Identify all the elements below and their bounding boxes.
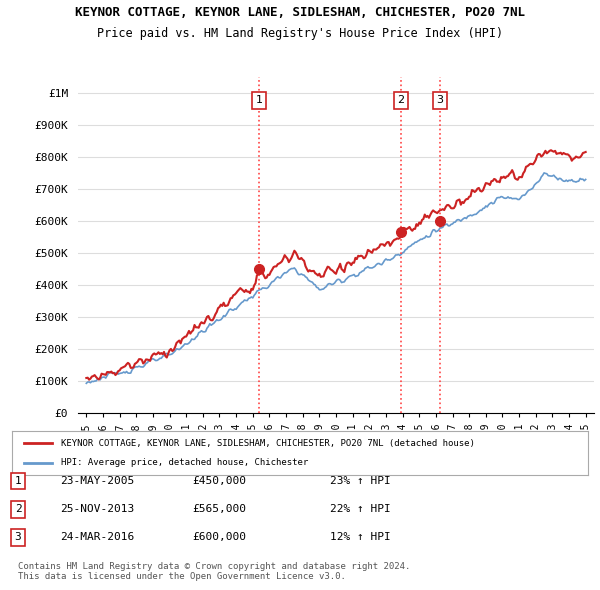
Text: KEYNOR COTTAGE, KEYNOR LANE, SIDLESHAM, CHICHESTER, PO20 7NL (detached house): KEYNOR COTTAGE, KEYNOR LANE, SIDLESHAM, …	[61, 438, 475, 448]
Text: 3: 3	[14, 533, 22, 542]
Text: £600,000: £600,000	[192, 533, 246, 542]
Text: 2: 2	[397, 95, 404, 105]
Text: 22% ↑ HPI: 22% ↑ HPI	[330, 504, 391, 514]
Text: 3: 3	[436, 95, 443, 105]
Text: Price paid vs. HM Land Registry's House Price Index (HPI): Price paid vs. HM Land Registry's House …	[97, 27, 503, 40]
Text: KEYNOR COTTAGE, KEYNOR LANE, SIDLESHAM, CHICHESTER, PO20 7NL: KEYNOR COTTAGE, KEYNOR LANE, SIDLESHAM, …	[75, 6, 525, 19]
Text: 25-NOV-2013: 25-NOV-2013	[60, 504, 134, 514]
Text: HPI: Average price, detached house, Chichester: HPI: Average price, detached house, Chic…	[61, 458, 308, 467]
Text: 23% ↑ HPI: 23% ↑ HPI	[330, 476, 391, 486]
Text: 12% ↑ HPI: 12% ↑ HPI	[330, 533, 391, 542]
Text: 24-MAR-2016: 24-MAR-2016	[60, 533, 134, 542]
Text: 23-MAY-2005: 23-MAY-2005	[60, 476, 134, 486]
Text: £565,000: £565,000	[192, 504, 246, 514]
Text: 1: 1	[256, 95, 263, 105]
Text: Contains HM Land Registry data © Crown copyright and database right 2024.
This d: Contains HM Land Registry data © Crown c…	[18, 562, 410, 581]
Text: £450,000: £450,000	[192, 476, 246, 486]
Text: 2: 2	[14, 504, 22, 514]
Text: 1: 1	[14, 476, 22, 486]
